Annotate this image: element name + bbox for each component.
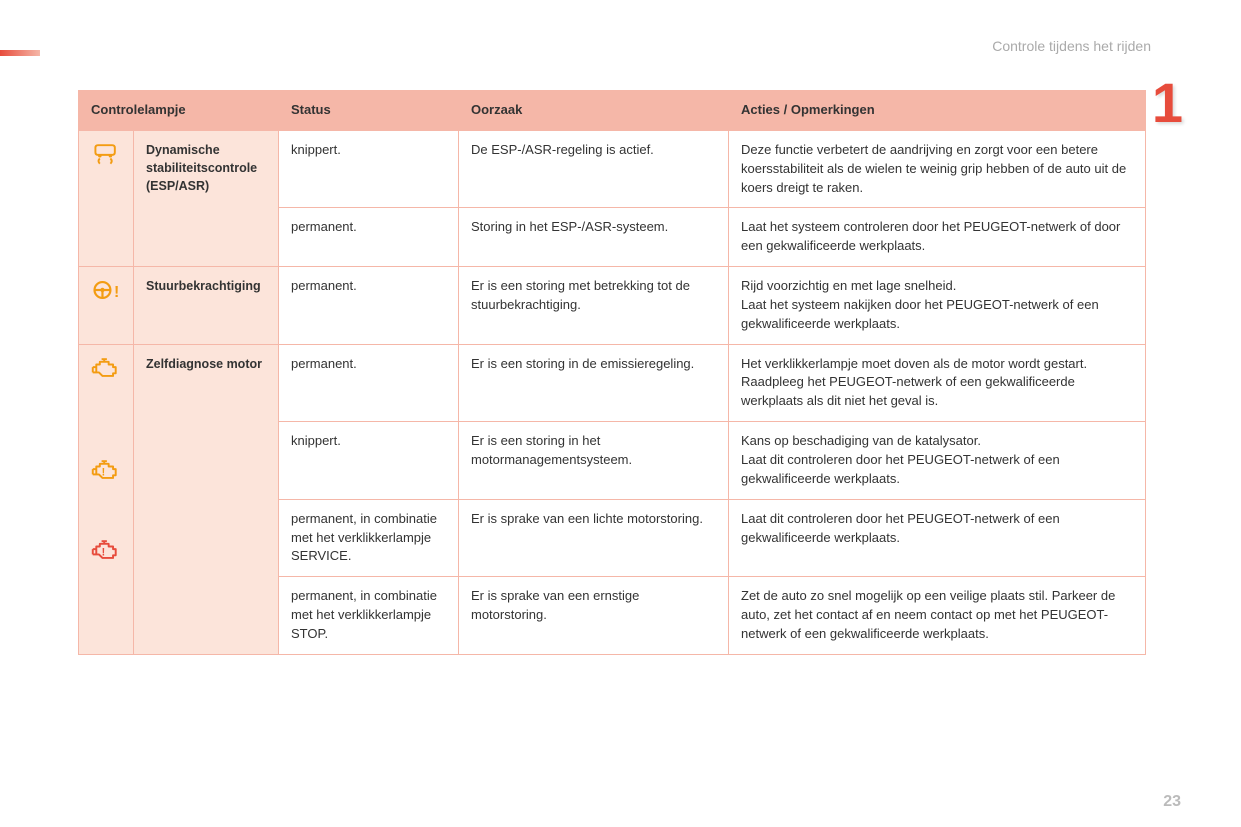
warning-lamp-table: Controlelampje Status Oorzaak Acties / O… <box>78 90 1146 655</box>
lamp-icon-cell <box>79 130 134 266</box>
engine-icon <box>91 355 121 381</box>
status-cell: permanent. <box>279 208 459 267</box>
action-cell: Zet de auto zo snel mogelijk op een veil… <box>729 577 1146 655</box>
status-cell: permanent. <box>279 344 459 422</box>
action-cell: Kans op beschadiging van de katalysator.… <box>729 422 1146 500</box>
section-title: Controle tijdens het rijden <box>992 38 1151 54</box>
col-lamp: Controlelampje <box>79 91 279 131</box>
lamp-icon-cell <box>79 267 134 345</box>
cause-cell: De ESP-/ASR-regeling is actief. <box>459 130 729 208</box>
chapter-number: 1 <box>1152 70 1183 135</box>
page-number: 23 <box>1163 793 1181 811</box>
col-action: Acties / Opmerkingen <box>729 91 1146 131</box>
action-cell: Laat het systeem controleren door het PE… <box>729 208 1146 267</box>
col-cause: Oorzaak <box>459 91 729 131</box>
table-row: Zelfdiagnose motorpermanent.Er is een st… <box>79 344 1146 422</box>
col-status: Status <box>279 91 459 131</box>
esp-icon <box>91 141 121 167</box>
cause-cell: Er is sprake van een ernstige motorstori… <box>459 577 729 655</box>
cause-cell: Storing in het ESP-/ASR-systeem. <box>459 208 729 267</box>
steering-icon <box>91 277 121 303</box>
action-cell: Laat dit controleren door het PEUGEOT-ne… <box>729 499 1146 577</box>
cause-cell: Er is een storing in het motormanagement… <box>459 422 729 500</box>
status-cell: knippert. <box>279 422 459 500</box>
table-row: Stuurbekrachtigingpermanent.Er is een st… <box>79 267 1146 345</box>
lamp-icon-cell <box>79 344 134 654</box>
status-cell: permanent. <box>279 267 459 345</box>
lamp-name: Zelfdiagnose motor <box>134 344 279 654</box>
lamp-name: Stuurbekrachtiging <box>134 267 279 345</box>
cause-cell: Er is een storing met betrekking tot de … <box>459 267 729 345</box>
action-cell: Deze functie verbetert de aandrijving en… <box>729 130 1146 208</box>
action-cell: Het verklikkerlampje moet doven als de m… <box>729 344 1146 422</box>
status-cell: permanent, in combinatie met het verklik… <box>279 577 459 655</box>
table-row: Dynamische stabiliteitscontrole (ESP/ASR… <box>79 130 1146 208</box>
top-accent-bar <box>0 50 40 56</box>
lamp-name: Dynamische stabiliteitscontrole (ESP/ASR… <box>134 130 279 266</box>
engine-warn-icon <box>91 457 121 483</box>
cause-cell: Er is sprake van een lichte motorstoring… <box>459 499 729 577</box>
engine-warn-icon <box>91 537 121 563</box>
table-header-row: Controlelampje Status Oorzaak Acties / O… <box>79 91 1146 131</box>
action-cell: Rijd voorzichtig en met lage snelheid.La… <box>729 267 1146 345</box>
status-cell: permanent, in combinatie met het verklik… <box>279 499 459 577</box>
status-cell: knippert. <box>279 130 459 208</box>
cause-cell: Er is een storing in de emissieregeling. <box>459 344 729 422</box>
